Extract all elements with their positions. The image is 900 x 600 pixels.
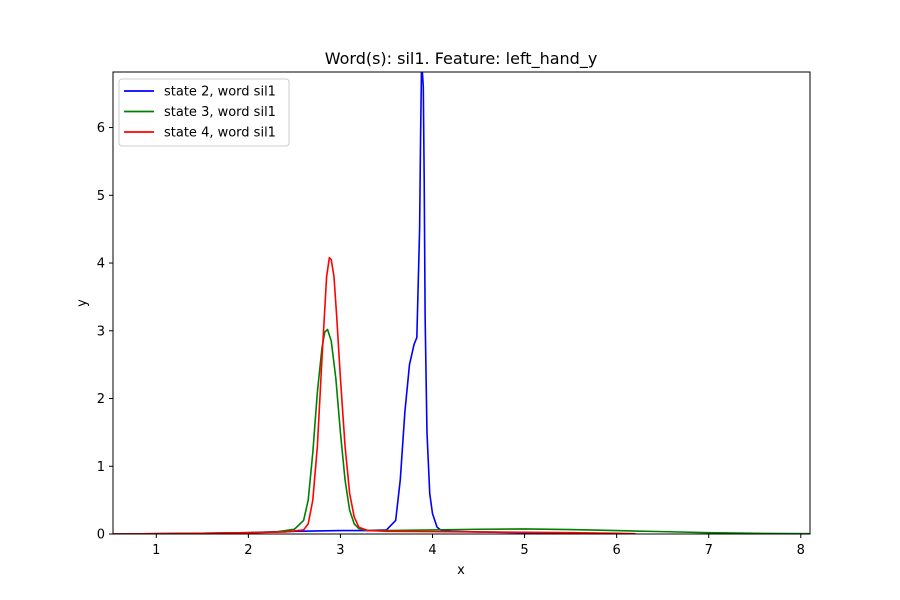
- y-tick-label: 5: [97, 189, 105, 204]
- series-line-state-2: [113, 72, 618, 534]
- series-layer: [113, 72, 810, 534]
- x-tick-label: 5: [520, 543, 528, 558]
- series-line-state-4: [113, 256, 636, 534]
- y-axis-label: y: [75, 299, 90, 307]
- legend-label: state 2, word sil1: [164, 85, 276, 100]
- x-axis: 1 2 3 4 5 6 7 8: [152, 534, 805, 558]
- legend: state 2, word sil1 state 3, word sil1 stat…: [118, 78, 290, 147]
- series-line-state-3: [113, 328, 810, 534]
- x-tick-label: 8: [797, 543, 805, 558]
- legend-label: state 4, word sil1: [164, 126, 276, 141]
- plot-frame: [112, 71, 811, 535]
- x-tick-label: 1: [152, 543, 160, 558]
- y-axis: 0 1 2 3 4 5 6: [97, 121, 113, 543]
- y-tick-label: 4: [97, 257, 105, 272]
- x-tick-label: 3: [336, 543, 344, 558]
- y-tick-label: 0: [97, 528, 105, 543]
- x-axis-label: x: [457, 563, 465, 578]
- y-tick-label: 6: [97, 121, 105, 136]
- legend-label: state 3, word sil1: [164, 105, 276, 120]
- x-tick-label: 7: [705, 543, 713, 558]
- x-tick-label: 6: [613, 543, 621, 558]
- x-tick-label: 4: [428, 543, 436, 558]
- x-tick-label: 2: [244, 543, 252, 558]
- legend-box: [118, 78, 290, 147]
- y-tick-label: 2: [97, 392, 105, 407]
- y-tick-label: 3: [97, 324, 105, 339]
- y-tick-label: 1: [97, 460, 105, 475]
- chart-title: Word(s): sil1. Feature: left_hand_y: [325, 49, 598, 69]
